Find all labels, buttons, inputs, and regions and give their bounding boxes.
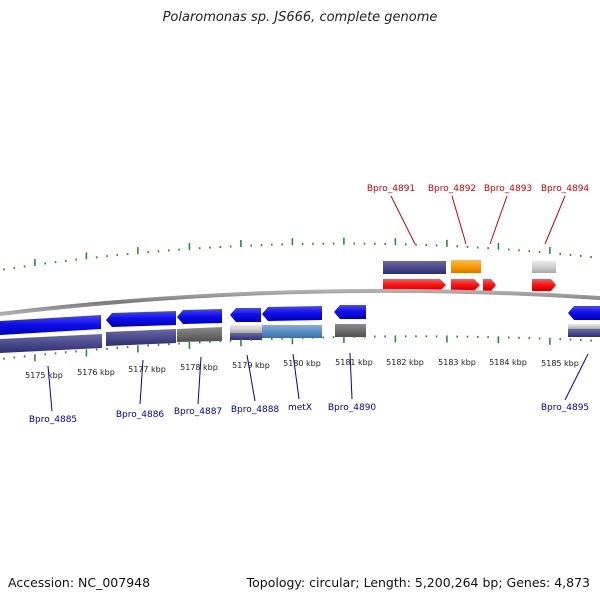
scale-tick-label: 5184 kbp xyxy=(489,358,527,367)
gene-bpro-4895-block-light[interactable] xyxy=(568,324,600,329)
gene-label-bpro-4894[interactable]: Bpro_4894 xyxy=(541,184,590,194)
gene-label-bpro-4886[interactable]: Bpro_4886 xyxy=(116,410,165,420)
gene-bpro-4892-arrow[interactable] xyxy=(451,279,480,291)
gene-label-bpro-4895[interactable]: Bpro_4895 xyxy=(541,403,589,413)
gene-bpro-4890-block[interactable] xyxy=(335,324,366,337)
gene-metx-arrow[interactable] xyxy=(262,306,322,321)
gene-bpro-4894-block[interactable] xyxy=(532,261,556,273)
gene-bpro-4886-block[interactable] xyxy=(106,329,176,346)
gene-label-bpro-4890[interactable]: Bpro_4890 xyxy=(328,403,377,413)
callout-line-bpro-4890 xyxy=(349,352,353,400)
gene-bpro-4895-block-dark[interactable] xyxy=(568,329,600,337)
scale-tick-label: 5175 kbp xyxy=(25,371,63,380)
callout-line-bpro-4886 xyxy=(139,359,144,405)
upper-feature-track xyxy=(383,260,556,291)
forward-strand-ticks xyxy=(3,237,592,271)
gene-label-bpro-4892[interactable]: Bpro_4892 xyxy=(428,184,476,194)
gene-label-bpro-4885[interactable]: Bpro_4885 xyxy=(29,415,77,425)
lower-gene-labels: Bpro_4885 Bpro_4886 Bpro_4887 Bpro_4888 … xyxy=(29,403,589,425)
callout-line-bpro-4885 xyxy=(47,365,53,412)
callout-line-bpro-4892 xyxy=(451,195,467,245)
gene-bpro-4888-block-light[interactable] xyxy=(230,325,262,333)
scale-labels: 5175 kbp 5176 kbp 5177 kbp 5178 kbp 5179… xyxy=(25,358,579,380)
genome-title: Polaromonas sp. JS666, complete genome xyxy=(162,10,438,25)
callout-line-bpro-4887 xyxy=(197,356,202,405)
upper-callouts xyxy=(390,195,566,245)
gene-bpro-4893-arrow[interactable] xyxy=(483,279,496,291)
gene-bpro-4890-arrow[interactable] xyxy=(334,305,366,319)
callout-line-bpro-4888 xyxy=(246,354,256,402)
gene-bpro-4887-block[interactable] xyxy=(177,327,222,342)
scale-tick-label: 5183 kbp xyxy=(438,358,476,367)
gene-bpro-4895-arrow[interactable] xyxy=(568,306,600,320)
scale-tick-label: 5181 kbp xyxy=(335,358,373,367)
scale-tick-label: 5176 kbp xyxy=(77,368,115,377)
gene-bpro-4892-block[interactable] xyxy=(451,260,481,273)
gene-bpro-4886-arrow[interactable] xyxy=(106,311,176,327)
upper-gene-labels: Bpro_4891 Bpro_4892 Bpro_4893 Bpro_4894 xyxy=(367,184,590,194)
scale-tick-label: 5185 kbp xyxy=(541,359,579,368)
lower-feature-track xyxy=(0,305,600,353)
gene-label-bpro-4888[interactable]: Bpro_4888 xyxy=(231,405,280,415)
scale-tick-label: 5177 kbp xyxy=(128,365,166,374)
topology-info-label: Topology: circular; Length: 5,200,264 bp… xyxy=(246,575,590,590)
gene-bpro-4894-arrow[interactable] xyxy=(532,279,556,291)
callout-line-metx xyxy=(292,353,300,400)
gene-label-bpro-4887[interactable]: Bpro_4887 xyxy=(174,407,222,417)
gene-metx-block[interactable] xyxy=(262,325,322,338)
scale-tick-label: 5180 kbp xyxy=(283,359,321,368)
gene-bpro-4887-arrow[interactable] xyxy=(177,309,222,324)
lower-callouts xyxy=(47,352,589,412)
gene-bpro-4885-block[interactable] xyxy=(0,334,102,353)
gene-bpro-4888-block-dark[interactable] xyxy=(230,333,262,340)
scale-tick-label: 5178 kbp xyxy=(180,363,218,372)
gene-bpro-4891-block[interactable] xyxy=(383,261,446,274)
genome-backbone xyxy=(0,288,600,316)
gene-bpro-4885-arrow[interactable] xyxy=(0,315,101,335)
scale-tick-label: 5179 kbp xyxy=(232,361,270,370)
callout-line-bpro-4891 xyxy=(390,195,416,245)
gene-bpro-4888-arrow[interactable] xyxy=(230,308,261,322)
reverse-strand-ticks xyxy=(3,335,592,362)
callout-line-bpro-4893 xyxy=(489,195,508,245)
gene-label-bpro-4893[interactable]: Bpro_4893 xyxy=(484,184,532,194)
callout-line-bpro-4894 xyxy=(544,195,566,245)
scale-tick-label: 5182 kbp xyxy=(386,358,424,367)
gene-bpro-4891-arrow[interactable] xyxy=(383,279,446,291)
gene-label-metx[interactable]: metX xyxy=(288,403,312,413)
accession-label: Accession: NC_007948 xyxy=(8,575,151,590)
gene-label-bpro-4891[interactable]: Bpro_4891 xyxy=(367,184,415,194)
callout-line-bpro-4895 xyxy=(564,353,589,401)
